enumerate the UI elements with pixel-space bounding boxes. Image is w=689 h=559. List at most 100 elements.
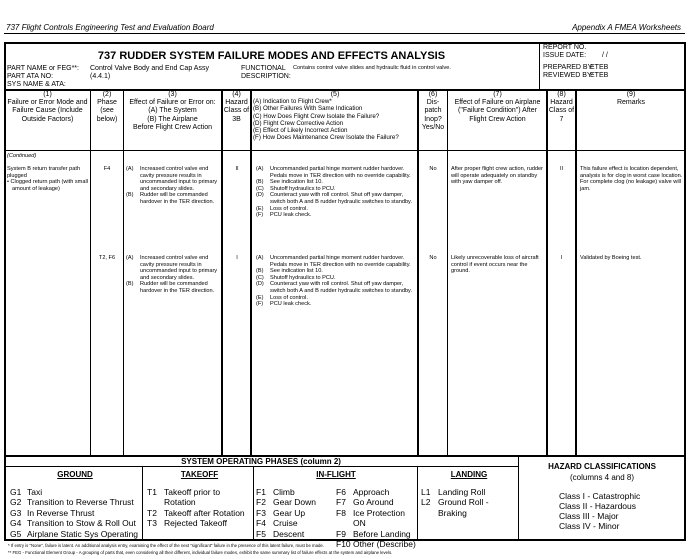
phase-item: F1 Climb bbox=[256, 487, 336, 498]
phases-title: SYSTEM OPERATING PHASES (column 2) bbox=[181, 457, 341, 466]
phase-code: G1 bbox=[10, 486, 22, 497]
phase-item: T3 Rejected Takeoff bbox=[147, 518, 252, 529]
col7-header: (7) Effect of Failure on Airplane ("Failu… bbox=[454, 91, 541, 123]
phase-name: Takeoff after Rotation bbox=[164, 507, 245, 518]
phase-code: F2 bbox=[256, 497, 266, 507]
phase-name: In Reverse Thrust bbox=[27, 507, 95, 518]
phase-name: Takeoff prior to Rotation bbox=[164, 486, 221, 508]
phase-item: T1 Takeoff prior to Rotation bbox=[147, 487, 252, 508]
effect-cell: (A) Increased control valve end cavity pr… bbox=[126, 255, 220, 295]
item-key: (B) bbox=[126, 192, 134, 199]
item-text: PCU leak check. bbox=[270, 212, 312, 219]
phase-item: L1 Landing Roll bbox=[421, 487, 517, 498]
phase-code: L2 bbox=[421, 497, 431, 507]
hazard-3b-cell: II bbox=[235, 166, 239, 172]
item-key: (F) bbox=[256, 212, 264, 219]
phase-item: F6 Approach bbox=[336, 487, 416, 498]
phase-name: Taxi bbox=[27, 486, 43, 497]
item-text: Counteract yaw with roll control. Shut o… bbox=[270, 192, 412, 205]
item-key: (F) bbox=[256, 301, 264, 308]
phase-name: Gear Up bbox=[273, 507, 306, 518]
report-no-label: REPORT NO. bbox=[543, 44, 587, 51]
item-text: Uncommanded partial hinge moment rudder … bbox=[270, 255, 411, 268]
phase-item: F2 Gear Down bbox=[256, 497, 336, 508]
phase-item: F3 Gear Up bbox=[256, 508, 336, 519]
col9-header: (9) Remarks bbox=[616, 91, 645, 107]
phase-name: Cruise bbox=[273, 518, 298, 528]
phase-item: G1 Taxi bbox=[10, 487, 140, 498]
item-text: See indication list 10. bbox=[270, 268, 323, 275]
page-header-right: Appendix A FMEA Worksheets bbox=[572, 23, 681, 32]
phase-name: Landing Roll bbox=[438, 486, 486, 497]
continued-label: (Continued) bbox=[7, 153, 37, 159]
reviewed-by-label: REVIEWED BY: bbox=[543, 72, 594, 79]
item-text: Loss of control. bbox=[270, 205, 308, 212]
phase-name: Gear Down bbox=[273, 497, 316, 507]
phase-name: Rejected Takeoff bbox=[164, 518, 228, 528]
phase-name: Ice Protection ON bbox=[353, 507, 405, 529]
phase-name: Descent bbox=[273, 528, 305, 539]
part-name-label: PART NAME or FEG**: bbox=[7, 65, 79, 72]
phase-name: Before Landing bbox=[353, 528, 411, 539]
phase-cell: F4 bbox=[103, 166, 111, 172]
item-key: (B) bbox=[256, 268, 264, 275]
col5-header: (5) (A) Indication to Flight Crew* (B) Ot… bbox=[253, 91, 399, 142]
col3-header: (3) Effect of Failure or Error on: (A) The… bbox=[129, 91, 216, 131]
prepared-by: ETEB bbox=[590, 64, 609, 71]
phase-item: F10 Other (Describe) bbox=[336, 539, 416, 550]
inflight-phases: IN-FLIGHT F1 Climb F2 Gear Down F3 Gear Up F4 Cr… bbox=[256, 470, 416, 550]
phase-item: L2 Ground Roll - Braking bbox=[421, 497, 517, 518]
phase-item: G4 Transition to Stow & Roll Out bbox=[10, 518, 140, 529]
ground-phases: GROUND G1 Taxi G2 Transition to Reverse Thru… bbox=[10, 470, 140, 539]
phase-cell: T2, F6 bbox=[98, 255, 116, 261]
phase-name: Climb bbox=[273, 486, 295, 497]
item-text: Increased control valve end cavity press… bbox=[140, 166, 218, 192]
col2-header: (2) Phase (see below) bbox=[96, 91, 118, 123]
phase-code: F7 bbox=[336, 497, 346, 507]
footnotes: * If entry is "None", failure is latent.… bbox=[8, 543, 393, 555]
phase-name: Transition to Stow & Roll Out bbox=[27, 518, 136, 528]
phase-code: G5 bbox=[10, 528, 22, 539]
phase-code: F5 bbox=[256, 528, 266, 539]
col1-header: (1) Failure or Error Mode and Failure Cau… bbox=[7, 91, 88, 123]
reviewed-by: ETEB bbox=[590, 72, 609, 79]
item-key: (A) bbox=[126, 255, 134, 261]
item-text: Rudder will be commanded hardover in the… bbox=[140, 192, 215, 205]
effect-airplane-cell: Likely unrecoverable loss of aircraft co… bbox=[451, 255, 539, 275]
phase-name: Transition to Reverse Thrust bbox=[27, 497, 134, 507]
form-title: 737 RUDDER SYSTEM FAILURE MODES AND EFFE… bbox=[97, 50, 446, 62]
hazard-7-cell: II bbox=[559, 166, 564, 172]
phase-code: F10 bbox=[336, 539, 351, 549]
phase-name: Other (Describe) bbox=[353, 539, 416, 549]
phase-code: F9 bbox=[336, 528, 346, 539]
crew-action-cell: (A) Uncommanded partial hinge moment rudd… bbox=[256, 255, 414, 308]
item-text: PCU leak check. bbox=[270, 301, 312, 308]
phase-code: F4 bbox=[256, 518, 266, 528]
issue-date-label: ISSUE DATE: bbox=[543, 52, 587, 59]
item-text: See indication list 10. bbox=[270, 179, 323, 186]
description-label: DESCRIPTION: bbox=[241, 73, 291, 80]
hazard-3b-cell: I bbox=[236, 255, 238, 261]
part-ata-label: PART ATA NO: bbox=[7, 73, 54, 80]
item-key: (B) bbox=[256, 179, 264, 186]
phase-name: Ground Roll - Braking bbox=[438, 497, 489, 518]
item-key: (A) bbox=[256, 255, 264, 261]
item-text: Rudder will be commanded hardover in the… bbox=[140, 281, 215, 294]
remarks-cell: This failure effect is location dependen… bbox=[580, 166, 683, 192]
item-text: Shutoff hydraulics to PCU. bbox=[270, 185, 336, 192]
col8-header: (8) Hazard Class of 7 bbox=[548, 91, 575, 123]
phase-code: F6 bbox=[336, 486, 346, 497]
part-ata: (4.4.1) bbox=[90, 73, 111, 80]
phase-item: F5 Descent bbox=[256, 529, 336, 540]
functional-label: FUNCTIONAL bbox=[241, 65, 286, 72]
takeoff-phases: TAKEOFF T1 Takeoff prior to Rotation T2 Take… bbox=[147, 470, 252, 529]
phase-item: G3 In Reverse Thrust bbox=[10, 508, 140, 519]
item-key: (C) bbox=[256, 185, 264, 192]
part-name: Control Valve Body and End Cap Assy bbox=[90, 65, 209, 72]
phase-item: F7 Go Around bbox=[336, 497, 416, 508]
phase-code: L1 bbox=[421, 486, 431, 497]
header-rule bbox=[4, 33, 685, 34]
effect-airplane-cell: After proper flight crew action, rudder … bbox=[451, 166, 544, 186]
functional-description: Contains control valve slides and hydrau… bbox=[293, 65, 451, 71]
effect-cell: (A) Increased control valve end cavity pr… bbox=[126, 166, 220, 206]
